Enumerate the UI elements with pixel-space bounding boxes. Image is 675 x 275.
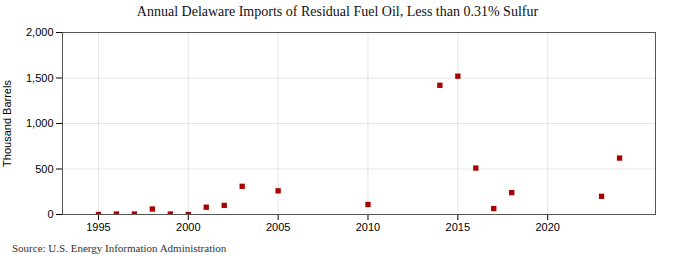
svg-text:2010: 2010 [356,221,380,233]
svg-text:1995: 1995 [86,221,110,233]
svg-text:2020: 2020 [535,221,559,233]
svg-text:Thousand Barrels: Thousand Barrels [1,80,13,167]
svg-text:0: 0 [47,208,53,220]
svg-text:2,000: 2,000 [26,26,54,38]
svg-text:1,500: 1,500 [26,72,54,84]
svg-text:2000: 2000 [176,221,200,233]
html-text:Annual Delaware Imports of Res: Annual Delaware Imports of Residual Fuel… [136,4,539,19]
svg-text:2015: 2015 [446,221,470,233]
svg-text:500: 500 [35,163,53,175]
html-text:Source: U.S. Energy Informatio: Source: U.S. Energy Information Administ… [12,242,227,254]
svg-text:1,000: 1,000 [26,117,54,129]
svg-text:2005: 2005 [266,221,290,233]
